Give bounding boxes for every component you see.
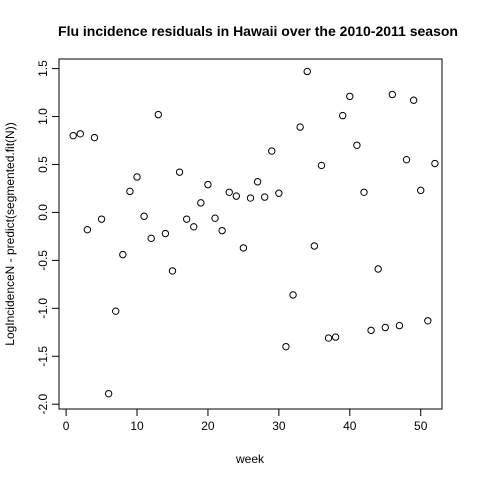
data-point — [182, 215, 191, 223]
data-point — [260, 193, 269, 201]
data-point — [388, 90, 397, 99]
plot-frame — [58, 58, 443, 410]
data-point — [360, 188, 368, 196]
data-point — [374, 265, 382, 273]
data-point — [346, 92, 354, 101]
data-point — [218, 226, 226, 235]
data-point — [76, 130, 84, 138]
y-tick-label: -2.0 — [36, 394, 50, 415]
data-point — [331, 333, 340, 341]
y-tick-label: 0.0 — [36, 204, 50, 221]
data-point — [339, 111, 347, 120]
data-point — [190, 223, 198, 231]
data-point — [154, 110, 163, 119]
y-tick-label: 1.0 — [36, 108, 50, 125]
x-tick-label: 40 — [343, 419, 357, 433]
data-point — [282, 342, 290, 351]
y-tick-label: -0.5 — [36, 250, 50, 271]
data-point — [324, 334, 333, 342]
data-point — [97, 215, 106, 223]
data-point — [83, 225, 92, 234]
data-point — [147, 234, 155, 243]
x-axis: 0 10 20 30 40 50 — [63, 409, 428, 433]
data-point — [424, 317, 432, 325]
data-point — [353, 141, 361, 150]
data-point — [112, 307, 120, 315]
x-tick-label: 0 — [63, 419, 70, 433]
data-point — [395, 321, 404, 330]
data-point — [104, 389, 113, 398]
y-axis: -2.0 -1.5 -1.0 -0.5 0.0 0.5 1.0 1.5 — [36, 60, 59, 415]
data-point — [268, 147, 276, 155]
y-tick-label: 0.5 — [36, 156, 50, 173]
y-tick-label: 1.5 — [36, 60, 50, 77]
data-point — [275, 189, 283, 197]
data-point — [232, 192, 241, 200]
data-point — [197, 199, 205, 207]
data-point — [409, 96, 418, 104]
data-point — [303, 67, 311, 76]
y-axis-label: LogIncidenceN - predict(segmented.fit(N)… — [3, 122, 17, 345]
data-point — [90, 133, 99, 142]
data-point — [431, 159, 439, 168]
data-point — [119, 250, 127, 259]
data-point — [317, 161, 326, 170]
chart-title: Flu incidence residuals in Hawaii over t… — [58, 23, 458, 39]
data-point — [289, 291, 297, 299]
data-point — [417, 186, 425, 195]
data-point — [133, 173, 141, 181]
x-tick-label: 10 — [130, 419, 144, 433]
data-point — [225, 188, 233, 196]
data-point — [367, 326, 375, 335]
data-point — [175, 168, 184, 176]
data-point — [126, 187, 134, 196]
x-axis-label: week — [235, 452, 265, 466]
data-point — [168, 267, 177, 275]
data-point — [381, 323, 389, 332]
data-point — [253, 178, 262, 186]
x-tick-label: 50 — [414, 419, 428, 433]
data-point — [211, 214, 219, 222]
y-tick-label: -1.5 — [36, 346, 50, 367]
data-point — [69, 132, 77, 140]
data-point — [239, 244, 248, 252]
data-point — [140, 212, 148, 220]
data-point — [161, 229, 170, 238]
y-tick-label: -1.0 — [36, 298, 50, 319]
data-point — [296, 123, 304, 131]
data-point — [402, 155, 411, 164]
x-tick-label: 20 — [201, 419, 215, 433]
x-tick-label: 30 — [272, 419, 286, 433]
data-points — [69, 67, 439, 398]
data-point — [204, 180, 212, 189]
data-point — [246, 194, 255, 202]
data-point — [310, 242, 319, 250]
